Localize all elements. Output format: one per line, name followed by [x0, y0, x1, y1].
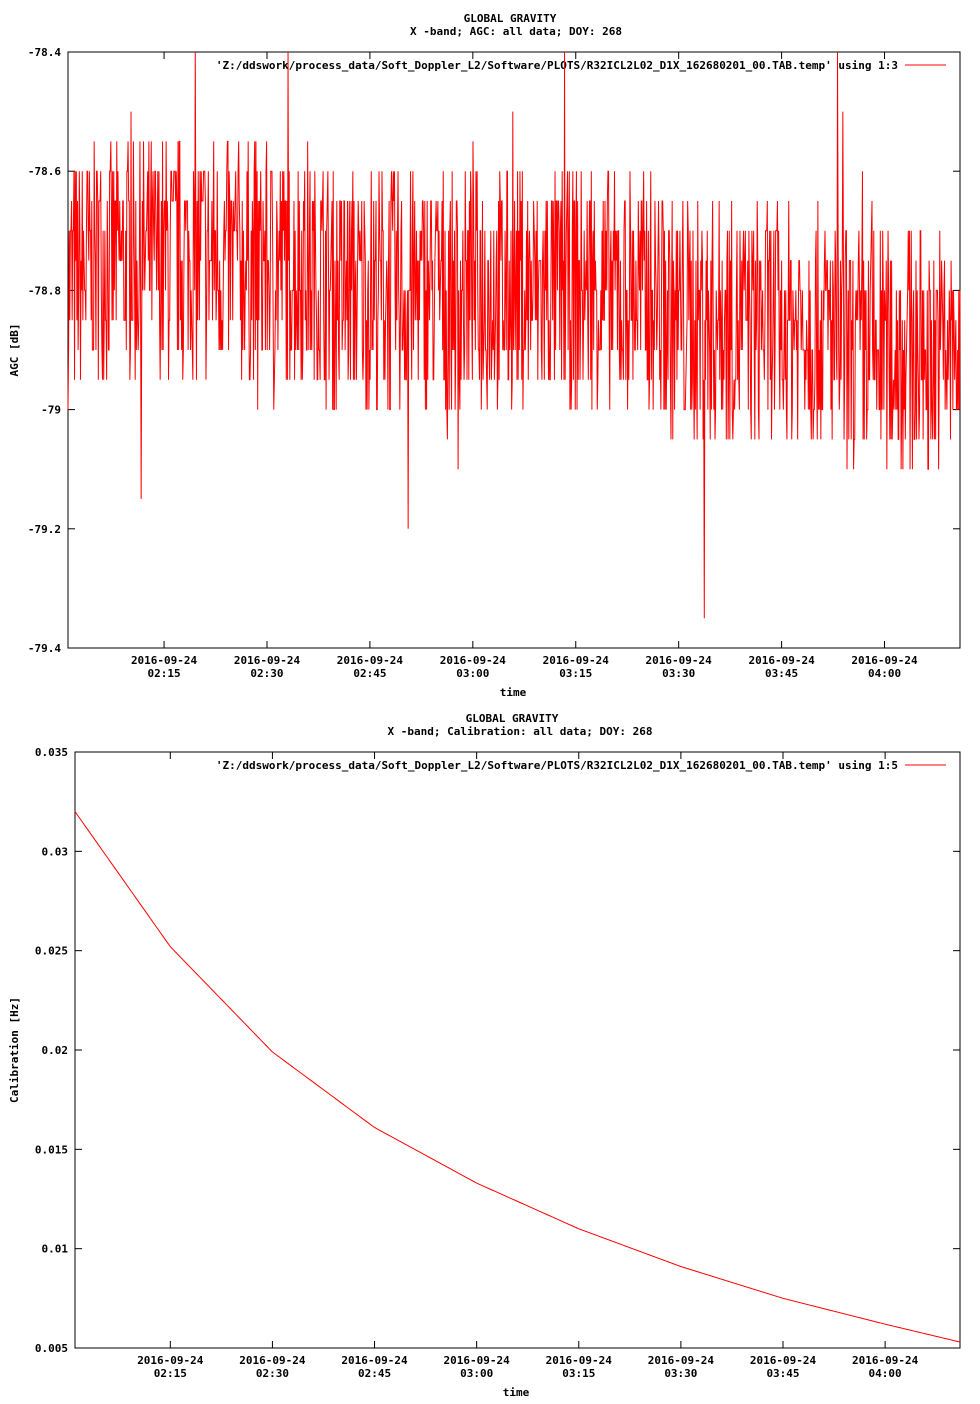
y-tick-label: -79 [41, 404, 61, 417]
x-tick-time: 04:00 [868, 667, 901, 680]
chart-subtitle: X -band; Calibration: all data; DOY: 268 [388, 725, 653, 738]
x-tick-date: 2016-09-24 [337, 654, 404, 667]
x-tick-date: 2016-09-24 [546, 1354, 613, 1367]
x-tick-time: 02:45 [358, 1367, 391, 1380]
y-tick-label: 0.01 [42, 1243, 69, 1256]
x-tick-time: 02:45 [353, 667, 386, 680]
x-tick-time: 03:00 [460, 1367, 493, 1380]
y-tick-label: -79.4 [28, 642, 61, 655]
legend-label: 'Z:/ddswork/process_data/Soft_Doppler_L2… [216, 59, 898, 72]
x-tick-date: 2016-09-24 [234, 654, 301, 667]
x-tick-date: 2016-09-24 [341, 1354, 408, 1367]
x-tick-time: 03:45 [765, 667, 798, 680]
x-tick-time: 03:00 [456, 667, 489, 680]
y-tick-label: -78.6 [28, 165, 61, 178]
x-axis-label: time [500, 686, 527, 699]
x-tick-date: 2016-09-24 [852, 1354, 919, 1367]
y-tick-label: 0.03 [42, 845, 69, 858]
x-tick-date: 2016-09-24 [543, 654, 610, 667]
x-tick-date: 2016-09-24 [851, 654, 918, 667]
calibration-chart: GLOBAL GRAVITY X -band; Calibration: all… [8, 712, 961, 1399]
x-tick-time: 03:30 [662, 667, 695, 680]
x-tick-date: 2016-09-24 [646, 654, 713, 667]
y-tick-label: -78.4 [28, 46, 61, 59]
x-axis-label: time [503, 1386, 530, 1399]
chart-subtitle: X -band; AGC: all data; DOY: 268 [410, 25, 622, 38]
y-axis-label: Calibration [Hz] [8, 997, 21, 1103]
x-tick-time: 02:30 [250, 667, 283, 680]
x-tick-time: 02:15 [154, 1367, 187, 1380]
y-tick-label: 0.025 [35, 945, 68, 958]
x-tick-date: 2016-09-24 [648, 1354, 715, 1367]
series-line [74, 811, 961, 1343]
y-tick-label: 0.02 [42, 1044, 69, 1057]
y-tick-label: 0.015 [35, 1143, 68, 1156]
x-tick-date: 2016-09-24 [750, 1354, 817, 1367]
x-tick-time: 04:00 [869, 1367, 902, 1380]
chart-title: GLOBAL GRAVITY [464, 12, 557, 25]
x-tick-date: 2016-09-24 [444, 1354, 511, 1367]
x-tick-time: 02:30 [256, 1367, 289, 1380]
x-tick-date: 2016-09-24 [440, 654, 507, 667]
x-tick-time: 03:15 [562, 1367, 595, 1380]
x-tick-date: 2016-09-24 [131, 654, 198, 667]
y-tick-label: -78.8 [28, 284, 61, 297]
x-tick-date: 2016-09-24 [137, 1354, 204, 1367]
x-tick-time: 03:30 [664, 1367, 697, 1380]
legend-label: 'Z:/ddswork/process_data/Soft_Doppler_L2… [216, 759, 898, 772]
series-line [67, 51, 961, 619]
x-tick-time: 03:15 [559, 667, 592, 680]
agc-chart: GLOBAL GRAVITY X -band; AGC: all data; D… [8, 12, 961, 699]
y-tick-label: 0.035 [35, 746, 68, 759]
x-tick-date: 2016-09-24 [239, 1354, 306, 1367]
plot-frame [67, 51, 961, 649]
x-tick-date: 2016-09-24 [748, 654, 815, 667]
y-tick-label: 0.005 [35, 1342, 68, 1355]
chart-title: GLOBAL GRAVITY [466, 712, 559, 725]
x-tick-time: 02:15 [147, 667, 180, 680]
y-tick-label: -79.2 [28, 523, 61, 536]
plot-frame [74, 751, 961, 1349]
x-tick-time: 03:45 [766, 1367, 799, 1380]
y-axis-label: AGC [dB] [8, 324, 21, 377]
